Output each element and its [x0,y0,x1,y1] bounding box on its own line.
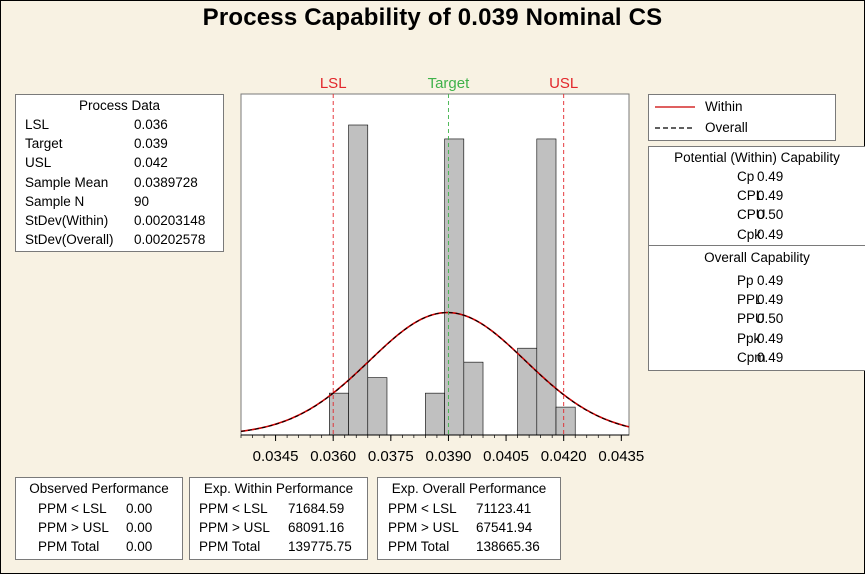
observed-performance-value: 0.00 [126,539,153,554]
within-performance-label: PPM Total [199,539,261,554]
overall-performance-value: 71123.41 [476,501,532,516]
process-data-label: StDev(Within) [25,213,109,228]
process-data-label: Sample Mean [25,174,109,190]
overall-capability-label: PPU [737,311,765,327]
potential-capability-label: Cp [737,169,755,184]
within-performance-value: 139775.75 [288,539,352,554]
legend-swatches [655,106,695,129]
potential-capability-label: CPL [737,188,764,204]
observed-performance-label: PPM Total [38,539,100,554]
observed-performance-value: 0.00 [126,501,153,516]
process-data-label: USL [25,155,52,171]
capability-divider [649,245,865,246]
potential-capability-header: Potential (Within) Capability [674,150,840,165]
overall-performance-value: 138665.36 [476,539,540,554]
process-data-value: 0.00202578 [134,232,206,248]
overall-performance-label: PPM > USL [388,520,459,535]
overall-capability-label: Cpm [737,349,766,365]
observed-performance-box: Observed Performance PPM < LSL 0.00 PPM > … [15,477,183,560]
within-performance-value: 68091.16 [288,520,345,535]
potential-capability-label: Cpk [737,226,762,242]
process-data-box: Process Data LSL 0.036 Target 0.039 USL 0.042… [15,94,224,252]
legend-within-label: Within [705,99,743,114]
overall-capability-value: 0.49 [757,349,784,365]
process-data-label: Sample N [25,193,85,209]
process-data-value: 0.039 [134,136,168,152]
chart-title: Process Capability of 0.039 Nominal CS [202,4,663,31]
overall-capability-label: PPL [737,292,763,308]
legend-overall-label: Overall [705,120,748,135]
within-performance-box: Exp. Within Performance PPM < LSL 71684.5… [189,477,368,560]
process-data-value: 0.042 [134,155,168,171]
potential-capability-value: 0.50 [757,207,784,223]
within-performance-header: Exp. Within Performance [203,481,354,496]
observed-performance-header: Observed Performance [29,481,169,496]
overall-capability-value: 0.49 [757,292,784,308]
process-data-value: 90 [134,193,150,209]
process-data-value: 0.036 [134,117,168,132]
process-data-header: Process Data [78,98,161,113]
observed-performance-label: PPM > USL [38,520,109,535]
within-performance-value: 71684.59 [288,501,345,516]
overall-capability-value: 0.50 [757,311,784,327]
overall-performance-label: PPM Total [388,539,450,554]
capability-box: Potential (Within) Capability Cp 0.49 CPL 0… [648,146,865,371]
legend-box: Within Overall [648,94,836,141]
within-performance-label: PPM > USL [199,520,270,535]
process-data-label: LSL [25,117,50,132]
potential-capability-label: CPU [737,207,766,223]
overall-capability-label: Ppk [737,330,761,346]
potential-capability-value: 0.49 [757,169,784,184]
potential-capability-value: 0.49 [757,188,784,204]
observed-performance-label: PPM < LSL [38,501,107,516]
overall-capability-label: Pp [737,273,754,288]
overall-performance-label: PPM < LSL [388,501,457,516]
process-data-value: 0.0389728 [134,174,198,190]
process-data-value: 0.00203148 [134,213,206,228]
overall-performance-value: 67541.94 [476,520,533,535]
process-data-label: Target [25,136,63,152]
overall-performance-header: Exp. Overall Performance [391,481,547,496]
overall-capability-header: Overall Capability [704,250,810,265]
within-performance-label: PPM < LSL [199,501,268,516]
overall-performance-box: Exp. Overall Performance PPM < LSL 71123.… [377,477,561,560]
process-data-label: StDev(Overall) [25,232,114,248]
potential-capability-value: 0.49 [757,226,784,242]
overall-capability-value: 0.49 [757,330,784,346]
overall-capability-value: 0.49 [757,273,784,288]
observed-performance-value: 0.00 [126,520,153,535]
